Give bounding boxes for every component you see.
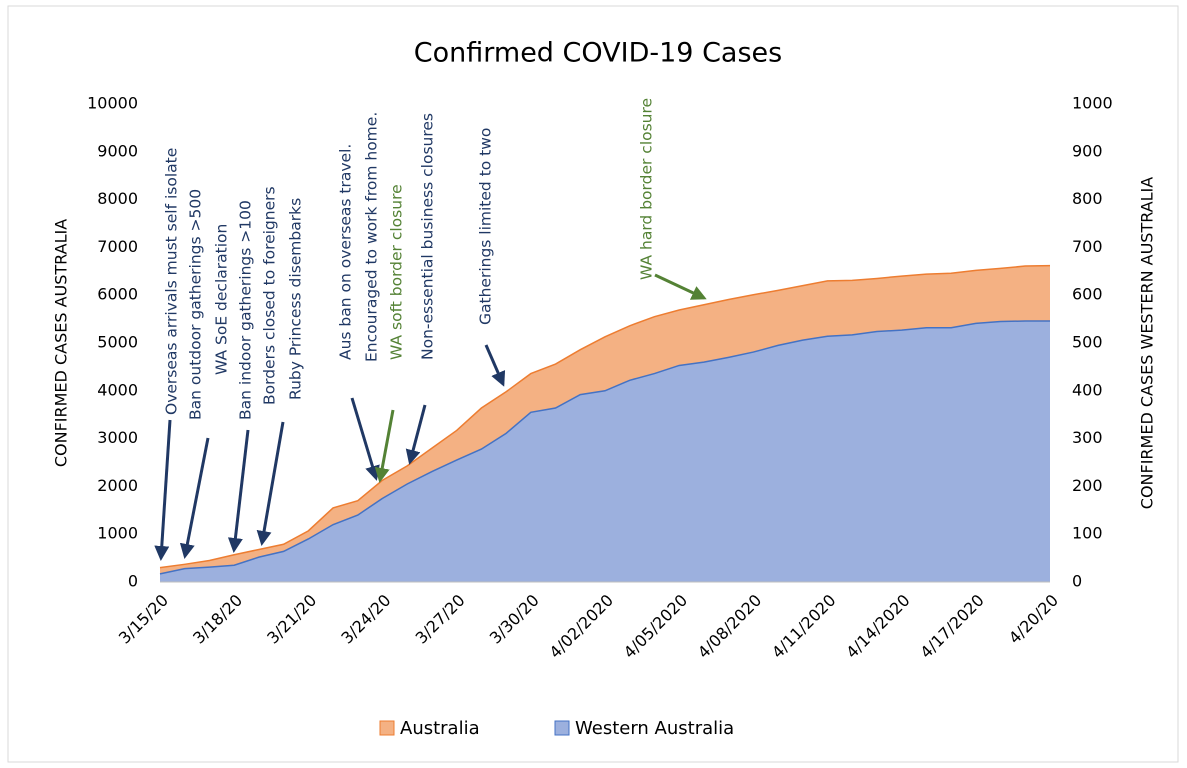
y2-tick-label: 700 bbox=[1072, 237, 1103, 256]
annotation: Ban outdoor gatherings >500 bbox=[187, 189, 205, 420]
annotation: WA SoE declaration bbox=[213, 224, 231, 375]
y2-tick-label: 800 bbox=[1072, 189, 1103, 208]
y-tick-label: 1000 bbox=[97, 524, 138, 543]
legend-swatch bbox=[379, 720, 395, 736]
y2-tick-label: 0 bbox=[1072, 572, 1082, 591]
y2-tick-label: 100 bbox=[1072, 524, 1103, 543]
y-tick-label: 7000 bbox=[97, 237, 138, 256]
y-tick-label: 5000 bbox=[97, 333, 138, 352]
y-tick-label: 9000 bbox=[97, 141, 138, 160]
area-outline bbox=[159, 264, 1051, 569]
y-tick-label: 0 bbox=[128, 572, 138, 591]
area-series bbox=[159, 320, 1050, 582]
legend-label: Western Australia bbox=[575, 718, 734, 739]
annotation: Aus ban on overseas travel. bbox=[337, 144, 355, 360]
annotation: Borders closed to foreigners bbox=[261, 186, 279, 405]
area-outline bbox=[159, 320, 1050, 575]
y2-tick-label: 900 bbox=[1072, 141, 1103, 160]
y2-tick-label: 1000 bbox=[1072, 94, 1113, 113]
annotation: Gatherings limited to two bbox=[477, 128, 495, 325]
y2-tick-label: 300 bbox=[1072, 428, 1103, 447]
y-tick-label: 6000 bbox=[97, 285, 138, 304]
y-tick-label: 2000 bbox=[97, 476, 138, 495]
y-tick-label: 10000 bbox=[87, 94, 138, 113]
annotation: Ruby Princess disembarks bbox=[287, 198, 305, 400]
annotation: Overseas arrivals must self isolate bbox=[163, 148, 181, 415]
chart-title: Confirmed COVID-19 Cases bbox=[414, 38, 782, 69]
annotation: Non-essential business closures bbox=[419, 113, 437, 360]
y2-tick-label: 200 bbox=[1072, 476, 1103, 495]
y-tick-label: 3000 bbox=[97, 428, 138, 447]
y2-tick-label: 600 bbox=[1072, 285, 1103, 304]
y2-tick-label: 400 bbox=[1072, 380, 1103, 399]
y2-tick-label: 500 bbox=[1072, 333, 1103, 352]
y-tick-label: 4000 bbox=[97, 380, 138, 399]
annotation: Ban indoor gatherings >100 bbox=[237, 200, 255, 420]
arrows bbox=[154, 273, 707, 561]
annotation: WA hard border closure bbox=[638, 98, 656, 280]
legend-label: Australia bbox=[400, 718, 480, 739]
y-axis-label: CONFIRMED CASES AUSTRALIA bbox=[52, 219, 71, 467]
legend-swatch bbox=[554, 720, 570, 736]
annotation: Encouraged to work from home. bbox=[363, 112, 381, 362]
y2-axis-label: CONFIRMED CASES WESTERN AUSTRALIA bbox=[1138, 177, 1157, 509]
y-tick-label: 8000 bbox=[97, 189, 138, 208]
area bbox=[160, 321, 1050, 582]
annotation: WA soft border closure bbox=[388, 184, 406, 360]
